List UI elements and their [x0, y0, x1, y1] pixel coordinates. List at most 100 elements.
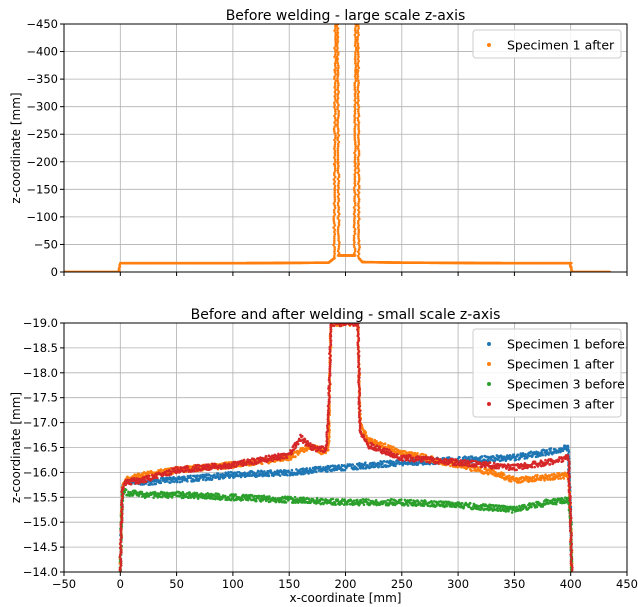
data-point	[336, 94, 339, 98]
data-point	[295, 468, 298, 471]
data-point	[294, 455, 297, 458]
data-point	[333, 103, 336, 107]
data-point	[354, 42, 357, 45]
data-point	[336, 136, 340, 139]
legend: Specimen 1 after	[472, 29, 622, 59]
data-point	[304, 471, 307, 475]
data-point	[357, 219, 360, 223]
data-point	[395, 462, 399, 465]
data-point	[336, 142, 340, 146]
data-point	[333, 169, 337, 172]
data-point	[528, 476, 532, 479]
data-point	[353, 230, 356, 233]
data-point	[189, 474, 192, 477]
data-point	[333, 121, 336, 124]
data-point	[357, 33, 360, 37]
data-point	[357, 248, 361, 251]
data-point	[336, 116, 340, 120]
data-point	[509, 480, 513, 483]
data-point	[494, 470, 497, 474]
data-point	[377, 465, 381, 468]
data-point	[257, 496, 260, 500]
data-point	[524, 505, 528, 509]
data-point	[217, 493, 221, 496]
data-point	[357, 162, 360, 166]
data-point	[370, 438, 374, 442]
data-point	[353, 118, 357, 122]
data-point	[353, 92, 357, 96]
data-point	[333, 125, 336, 129]
data-point	[353, 201, 357, 205]
data-point	[332, 217, 335, 221]
data-point	[357, 46, 360, 50]
data-point	[333, 186, 337, 190]
data-point	[356, 101, 360, 105]
data-point	[356, 77, 359, 81]
data-point	[559, 477, 563, 480]
data-point	[336, 144, 340, 148]
data-point	[317, 469, 321, 472]
data-point	[326, 470, 329, 473]
data-point	[333, 138, 336, 142]
data-point	[333, 81, 337, 85]
data-point	[338, 241, 341, 244]
data-point	[333, 145, 336, 148]
data-point	[231, 497, 235, 500]
data-point	[546, 478, 550, 481]
data-point	[255, 499, 258, 503]
data-point	[336, 127, 340, 131]
data-point	[367, 498, 370, 501]
data-point	[357, 202, 360, 205]
data-point	[284, 501, 288, 504]
data-point	[357, 180, 361, 183]
legend-label: Specimen 1 after	[507, 38, 615, 53]
data-point	[353, 112, 357, 115]
data-point	[158, 479, 162, 482]
data-point	[356, 119, 360, 122]
data-point	[353, 131, 357, 135]
data-point	[517, 453, 520, 457]
data-point	[353, 44, 357, 48]
data-point	[334, 40, 337, 43]
data-point	[357, 208, 360, 212]
data-point	[550, 473, 554, 476]
data-point	[353, 94, 357, 98]
data-point	[337, 464, 341, 467]
data-point	[336, 27, 340, 30]
data-point	[337, 208, 340, 211]
data-point	[307, 471, 311, 474]
data-point	[336, 158, 340, 161]
data-point	[353, 57, 357, 61]
data-point	[336, 68, 339, 72]
data-point	[357, 210, 361, 214]
series-specimen-3-before	[118, 488, 574, 572]
data-point	[332, 241, 336, 245]
data-point	[337, 140, 341, 144]
data-point	[357, 197, 361, 201]
data-point	[514, 458, 518, 461]
data-point	[467, 455, 470, 459]
data-point	[386, 498, 390, 502]
data-point	[357, 235, 360, 238]
data-point	[353, 114, 356, 118]
data-point	[337, 129, 340, 133]
data-point	[334, 160, 337, 164]
y-tick-label: −50	[34, 237, 58, 251]
data-point	[353, 116, 357, 120]
data-point	[502, 473, 506, 476]
data-point	[357, 204, 360, 207]
data-point	[352, 225, 356, 229]
data-point	[318, 465, 322, 469]
data-point	[343, 468, 347, 472]
data-point	[336, 42, 339, 45]
data-point	[352, 223, 356, 227]
data-point	[390, 498, 394, 501]
data-point	[333, 46, 336, 50]
data-point	[357, 186, 361, 190]
data-point	[354, 96, 357, 100]
data-point	[337, 223, 341, 227]
data-point	[356, 38, 359, 41]
data-point	[333, 237, 336, 240]
data-point	[335, 24, 339, 28]
data-point	[549, 449, 552, 453]
